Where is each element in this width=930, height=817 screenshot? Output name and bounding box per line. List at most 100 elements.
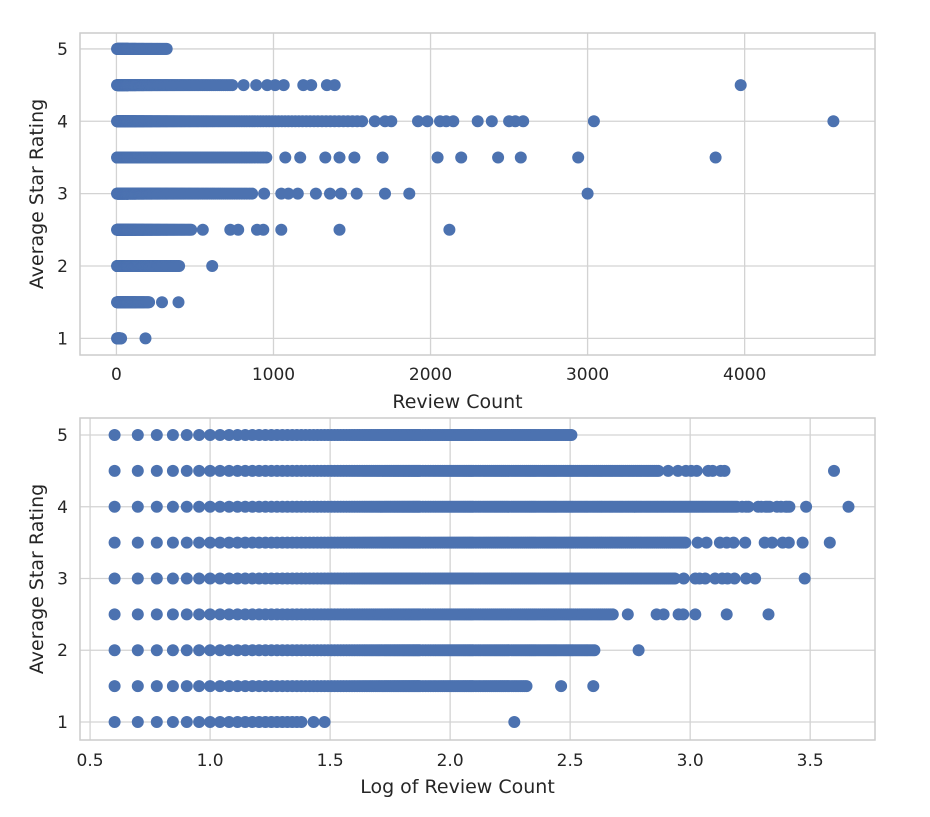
data-point [691,536,704,549]
data-point [172,296,185,309]
data-point [657,608,670,621]
data-point [385,115,398,128]
data-point [800,500,813,513]
data-point [587,680,600,693]
x-tick-label: 1000 [252,365,295,385]
data-point [185,223,198,236]
data-point [520,680,533,693]
data-point [131,536,144,549]
data-point [108,572,121,585]
data-point [223,500,236,513]
data-point [173,260,186,272]
data-point [166,644,179,657]
data-point [214,536,226,549]
data-point [193,644,206,657]
data-point [700,536,713,549]
data-point [555,680,568,693]
data-point [193,608,206,621]
data-point [588,644,601,657]
data-point [828,464,840,477]
data-point [150,680,163,693]
data-point [131,608,144,621]
data-point [250,79,263,92]
data-point [350,187,363,200]
scatter-points [111,42,840,345]
data-point [471,115,484,128]
scatter-points [108,429,855,728]
y-tick-label: 5 [57,426,68,446]
axes-frame [79,417,876,741]
data-point [652,464,665,477]
y-tick-label: 2 [57,641,68,661]
data-point [740,572,753,585]
data-point [403,187,416,200]
data-point [150,572,163,585]
data-point [421,115,434,128]
data-point [150,429,163,441]
data-point [214,716,226,728]
data-point [166,608,179,621]
data-point [180,464,193,477]
data-point [277,79,290,92]
data-point [679,536,692,549]
data-point [108,680,121,693]
data-point [108,536,121,549]
data-point [166,716,179,728]
data-point [319,151,332,164]
data-point [587,115,600,128]
y-tick-label: 4 [57,112,68,132]
data-point [131,572,144,585]
y-tick-label: 1 [57,329,68,349]
data-point [196,223,209,236]
data-point [237,79,250,92]
data-point [514,151,527,164]
x-tick-label: 2.0 [437,751,464,771]
data-point [291,187,304,200]
data-point [783,500,796,513]
x-tick-label: 2000 [409,365,452,385]
data-point [727,536,740,549]
y-tick-label: 5 [57,40,68,60]
data-point [581,187,594,200]
data-point [335,187,347,200]
x-tick-label: 0.5 [77,751,104,771]
data-point [180,644,193,657]
data-point [180,716,193,728]
data-point [689,608,702,621]
x-tick-label: 1.5 [317,751,344,771]
data-point [223,464,236,477]
data-point [796,536,809,549]
data-point [294,151,307,164]
data-point [131,680,144,693]
data-point [621,608,634,621]
data-point [827,115,840,128]
data-point [749,572,762,585]
data-point [143,296,156,309]
data-point [166,680,179,693]
data-point [150,500,163,513]
data-point [690,464,703,477]
y-axis-label: Average Star Rating [26,484,48,674]
data-point [485,115,498,128]
data-point [204,536,217,549]
data-point [431,151,444,164]
data-point [739,536,752,549]
data-point [269,79,282,92]
data-point [180,572,193,585]
data-point [180,680,193,693]
data-point [115,332,128,345]
data-point [677,572,690,585]
data-point [150,536,163,549]
y-tick-label: 3 [57,185,68,205]
axes-frame [79,32,876,356]
top-scatter-plot: 0 1000 2000 3000 4000 1 2 3 4 5 Review Count Averag… [26,32,876,413]
data-point [762,608,775,621]
data-point [108,500,121,513]
data-point [131,644,144,657]
data-point [455,151,468,164]
data-point [150,716,163,728]
data-point [662,464,675,477]
data-point [412,115,424,128]
data-point [160,42,173,55]
